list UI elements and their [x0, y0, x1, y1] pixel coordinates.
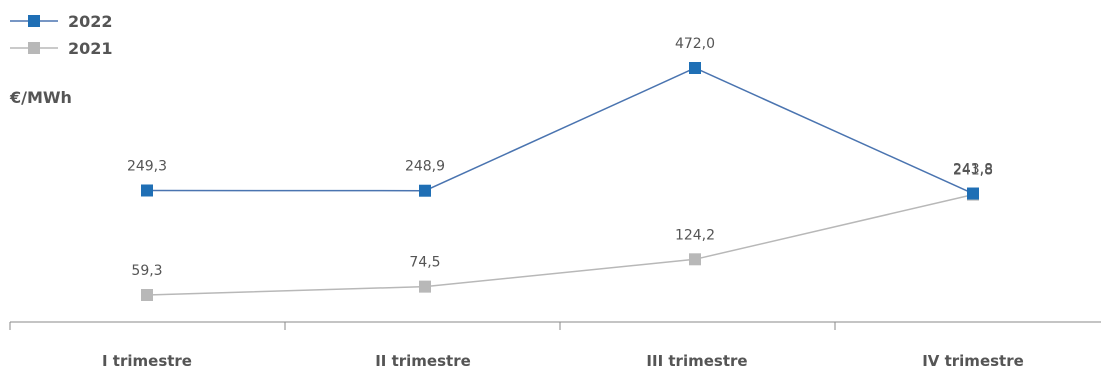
category-labels: I trimestre II trimestre III trimestre I… [102, 352, 1024, 369]
data-label-2022-q2: 248,9 [405, 159, 445, 175]
data-point-2022-q1 [141, 184, 153, 197]
unit-label: €/MWh [9, 88, 72, 107]
series-line-2021 [146, 193, 974, 296]
data-point-2021-q1 [141, 289, 153, 301]
series-2022: 249,3 248,9 472,0 243,8 [127, 36, 993, 200]
data-label-2022-q3: 472,0 [675, 36, 715, 52]
data-point-2022-q3 [689, 62, 701, 74]
x-axis [9, 321, 1101, 330]
category-label-q1: I trimestre [102, 352, 192, 369]
legend-marker-2022 [28, 15, 40, 27]
legend-label-2022: 2022 [68, 12, 113, 31]
data-label-2022-q1: 249,3 [127, 158, 167, 174]
series-2021: 59,3 74,5 124,2 241,8 [131, 163, 993, 301]
category-label-q3: III trimestre [646, 352, 747, 369]
category-label-q4: IV trimestre [922, 352, 1024, 369]
legend-item-2021: 2021 [10, 39, 113, 58]
data-label-2021-q4: 241,8 [953, 163, 993, 179]
data-point-2021-q3 [689, 253, 701, 266]
data-label-2021-q3: 124,2 [675, 227, 715, 243]
data-label-2021-q2: 74,5 [409, 255, 440, 271]
legend-label-2021: 2021 [68, 39, 113, 58]
data-point-2021-q2 [419, 280, 431, 293]
legend-marker-2021 [28, 42, 40, 54]
data-point-2022-q2 [419, 184, 431, 197]
data-label-2021-q1: 59,3 [131, 263, 162, 279]
legend: 2022 2021 [10, 12, 113, 58]
category-label-q2: II trimestre [375, 352, 471, 369]
data-point-2022-q4 [967, 187, 979, 200]
series-line-2022 [146, 67, 974, 195]
legend-item-2022: 2022 [10, 12, 113, 31]
data-label-2022-q4: 243,8 [953, 162, 993, 178]
